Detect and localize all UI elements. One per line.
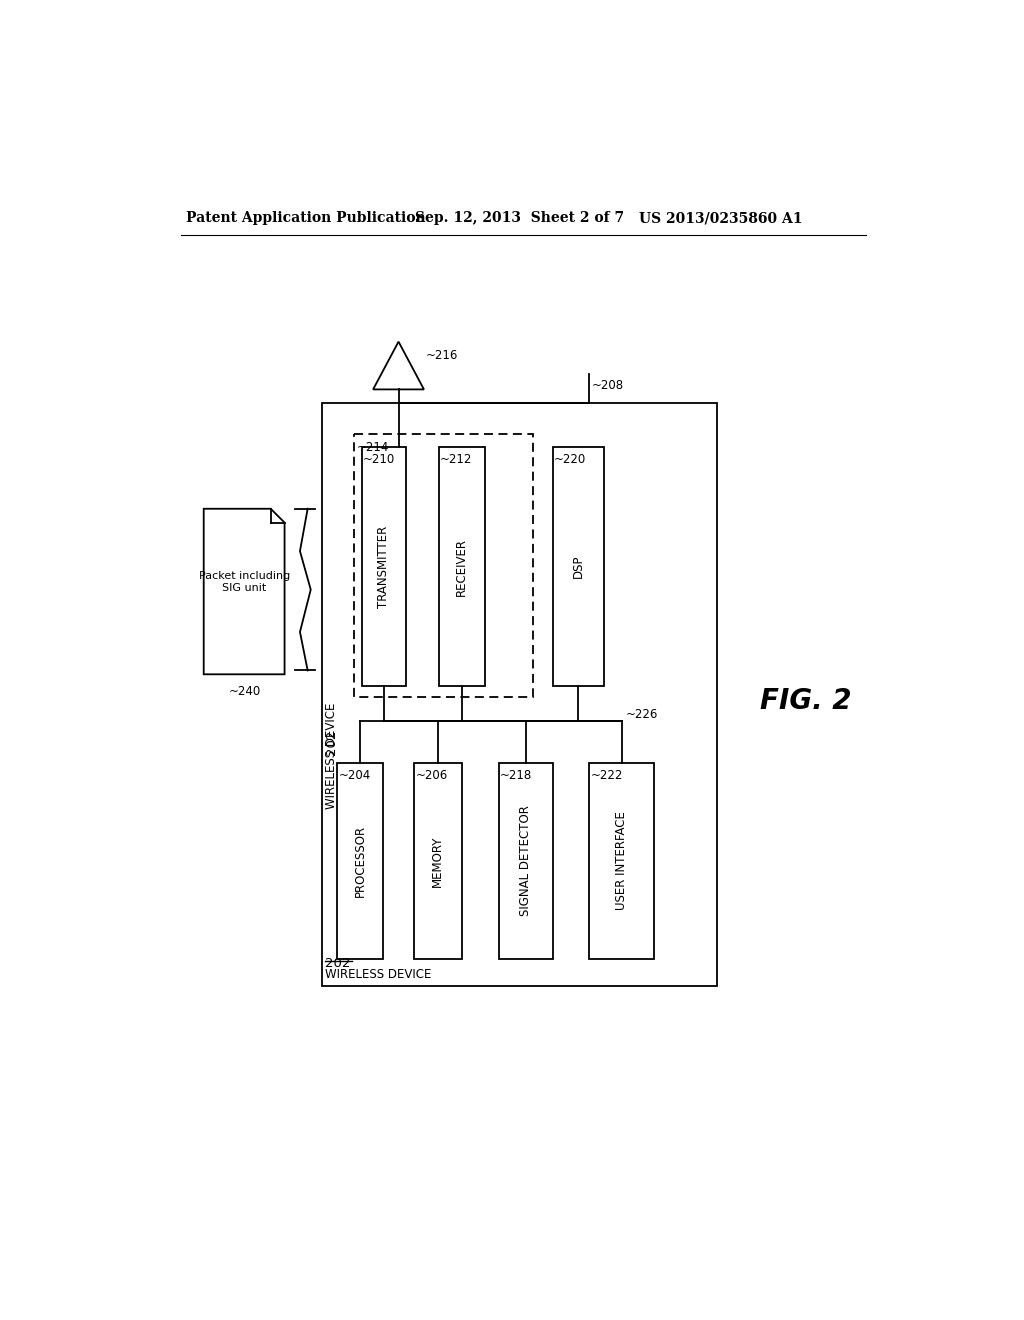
Text: US 2013/0235860 A1: US 2013/0235860 A1 <box>639 211 802 226</box>
Text: Sep. 12, 2013  Sheet 2 of 7: Sep. 12, 2013 Sheet 2 of 7 <box>416 211 625 226</box>
Text: 202: 202 <box>325 730 338 755</box>
Text: ~212: ~212 <box>440 453 472 466</box>
Text: MEMORY: MEMORY <box>431 836 444 887</box>
Text: ~226: ~226 <box>626 708 658 721</box>
Text: ~216: ~216 <box>426 348 459 362</box>
Text: ~240: ~240 <box>228 685 261 698</box>
Text: WIRELESS DEVICE: WIRELESS DEVICE <box>325 704 338 809</box>
Text: ~206: ~206 <box>416 768 447 781</box>
Text: ~210: ~210 <box>364 453 395 466</box>
Text: ~218: ~218 <box>500 768 532 781</box>
Text: PROCESSOR: PROCESSOR <box>353 825 367 898</box>
Text: Patent Application Publication: Patent Application Publication <box>186 211 426 226</box>
Text: ~204: ~204 <box>339 768 371 781</box>
Text: SIGNAL DETECTOR: SIGNAL DETECTOR <box>519 805 532 916</box>
Text: ~220: ~220 <box>554 453 587 466</box>
Text: ~208: ~208 <box>592 379 624 392</box>
Text: FIG. 2: FIG. 2 <box>761 688 852 715</box>
Text: TRANSMITTER: TRANSMITTER <box>378 525 390 607</box>
Text: ~222: ~222 <box>591 768 624 781</box>
Polygon shape <box>204 508 285 675</box>
Text: Packet including: Packet including <box>199 572 290 581</box>
Text: SIG unit: SIG unit <box>222 582 266 593</box>
Text: WIRELESS DEVICE: WIRELESS DEVICE <box>326 968 432 981</box>
Text: DSP: DSP <box>571 554 585 578</box>
Text: RECEIVER: RECEIVER <box>455 537 468 595</box>
Text: ~214: ~214 <box>357 441 389 454</box>
Text: 202: 202 <box>326 957 351 970</box>
Text: USER INTERFACE: USER INTERFACE <box>615 812 629 911</box>
